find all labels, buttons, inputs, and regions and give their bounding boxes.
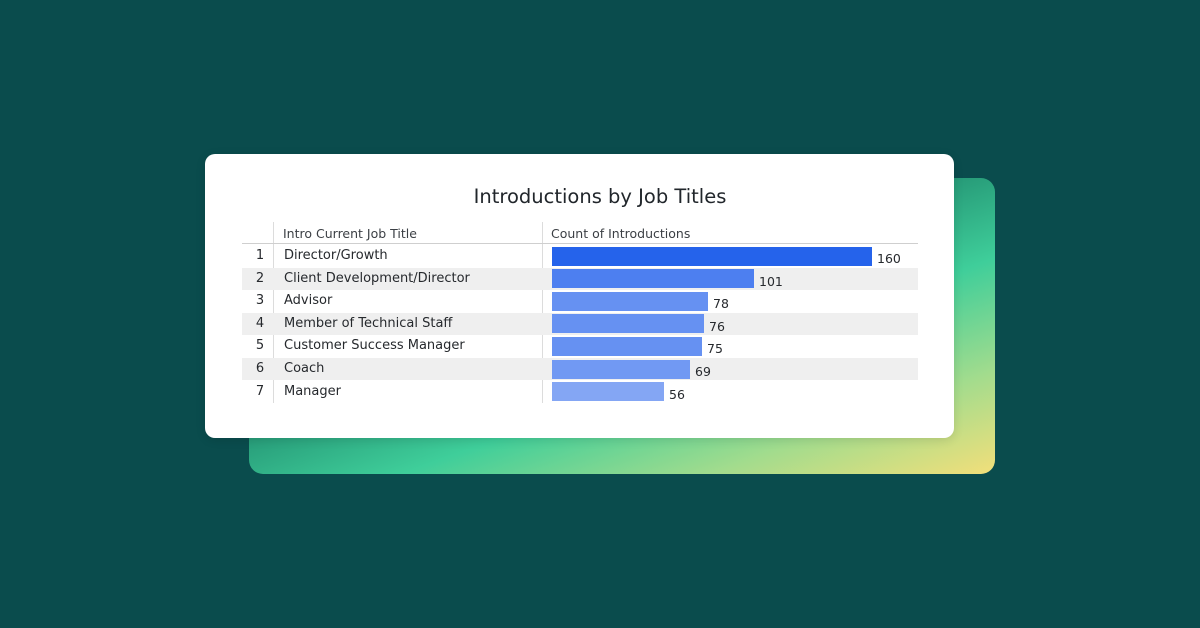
row-job-title: Client Development/Director	[284, 270, 470, 286]
count-value-label: 76	[709, 318, 725, 334]
row-job-title: Advisor	[284, 293, 333, 309]
column-header-job-title[interactable]: Intro Current Job Title	[283, 226, 417, 241]
count-bar	[552, 291, 708, 311]
count-bar	[552, 359, 690, 379]
row-rank: 4	[255, 315, 265, 331]
count-value-label: 75	[707, 341, 723, 357]
count-bar	[552, 336, 702, 356]
count-value-label: 78	[713, 296, 729, 312]
count-bar	[552, 269, 754, 289]
row-rank: 7	[255, 383, 265, 399]
count-value-label: 56	[669, 386, 685, 402]
chart-title: Introductions by Job Titles	[473, 185, 727, 208]
count-value-label: 160	[877, 251, 901, 266]
header-underline	[242, 243, 918, 244]
column-header-count[interactable]: Count of Introductions	[551, 226, 691, 241]
count-value-label: 69	[695, 364, 711, 379]
row-rank: 6	[255, 361, 265, 376]
row-job-title: Member of Technical Staff	[284, 315, 453, 331]
title-column-divider	[542, 222, 543, 403]
rank-column-divider	[273, 222, 274, 403]
row-job-title: Customer Success Manager	[284, 338, 465, 354]
count-bar	[552, 246, 872, 266]
count-value-label: 101	[759, 273, 783, 289]
row-rank: 5	[255, 338, 265, 354]
row-rank: 3	[255, 293, 265, 309]
row-rank: 1	[255, 248, 265, 263]
count-bar	[552, 314, 704, 334]
row-rank: 2	[255, 270, 265, 286]
count-bar	[552, 382, 664, 402]
row-job-title: Coach	[284, 361, 325, 376]
row-job-title: Manager	[284, 383, 341, 399]
row-job-title: Director/Growth	[284, 248, 388, 263]
